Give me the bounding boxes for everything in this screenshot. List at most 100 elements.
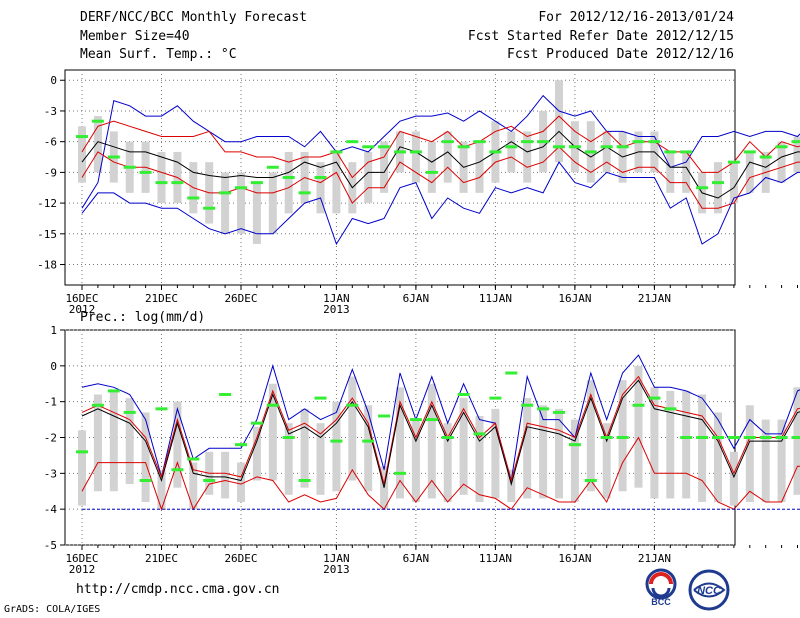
precip-ensemble-box <box>348 376 357 481</box>
temp-median-mark <box>568 145 581 149</box>
temp-ensemble-box <box>729 162 738 204</box>
precip-median-mark <box>91 403 104 407</box>
precip-x-tick-label: 6JAN <box>403 552 430 565</box>
precip-median-mark <box>680 436 693 439</box>
temp-y-tick-label: -9 <box>44 166 57 179</box>
precip-median-mark <box>457 393 470 396</box>
precip-ensemble-box <box>555 408 563 499</box>
temp-x-tick-label: 21JAN <box>638 292 671 305</box>
precip-median-mark <box>171 468 184 472</box>
temp-ensemble-box <box>252 182 261 245</box>
precip-ensemble-box <box>570 419 579 502</box>
precip-median-mark <box>250 421 263 425</box>
temp-median-mark <box>505 145 518 149</box>
temp-median-mark <box>123 165 136 169</box>
temp-median-mark <box>791 140 800 144</box>
precip-ensemble-box <box>634 365 643 488</box>
precip-median-mark <box>187 457 200 461</box>
precip-median-mark <box>759 436 772 439</box>
temp-ensemble-box <box>666 151 675 193</box>
temp-median-mark <box>457 145 470 149</box>
precip-series-upper <box>81 375 800 485</box>
precip-median-mark <box>298 479 311 482</box>
precip-median-mark <box>489 396 502 400</box>
precip-ensemble-box <box>761 419 770 502</box>
temp-median-mark <box>107 155 120 159</box>
temp-median-mark <box>155 181 168 185</box>
precip-ensemble-box <box>793 387 800 495</box>
temp-median-mark <box>743 150 756 154</box>
temp-series-mean <box>81 130 800 199</box>
precip-median-mark <box>712 436 724 439</box>
precip-median-mark <box>330 439 343 443</box>
temp-ensemble-box <box>316 162 325 214</box>
precip-median-mark <box>521 403 534 407</box>
temp-median-mark <box>441 140 454 144</box>
temp-median-mark <box>759 155 772 159</box>
temp-median-mark <box>600 145 613 149</box>
precip-ensemble-box <box>300 408 309 488</box>
temp-ensemble-box <box>157 151 166 204</box>
precip-series-max <box>81 354 800 481</box>
precip-median-mark <box>553 410 565 414</box>
temp-x-tick-label: 16DEC <box>65 292 98 305</box>
temp-median-mark <box>203 206 216 210</box>
precip-median-mark <box>775 436 788 439</box>
temp-median-mark <box>266 165 279 169</box>
precip-median-mark <box>219 393 232 396</box>
temp-ensemble-box <box>411 131 420 183</box>
precip-median-mark <box>314 396 327 400</box>
precip-x-tick-label: 21JAN <box>638 552 671 565</box>
temp-ensemble-box <box>745 151 754 193</box>
precip-ensemble-box <box>745 405 754 502</box>
temp-y-tick-label: 0 <box>50 74 57 87</box>
precip-ensemble-box <box>427 383 436 499</box>
precip-median-mark <box>394 471 406 475</box>
temp-median-mark <box>409 150 422 154</box>
temp-ensemble-box <box>443 131 452 183</box>
temp-median-mark <box>250 181 263 185</box>
temp-median-mark <box>680 150 693 154</box>
temp-y-tick-label: -15 <box>37 228 57 241</box>
temp-ensemble-box <box>364 151 373 204</box>
temp-y-tick-label: -18 <box>37 259 57 272</box>
precip-x-tick-label: 11JAN <box>479 552 512 565</box>
precip-median-mark <box>362 439 375 443</box>
temp-x-tick-label: 1JAN <box>323 292 350 305</box>
footer-url: http://cmdp.ncc.cma.gov.cn <box>76 582 280 597</box>
temp-ensemble-box <box>284 151 293 214</box>
temp-median-mark <box>521 140 534 144</box>
temp-x-tick-label: 6JAN <box>403 292 430 305</box>
temp-median-mark <box>727 160 740 164</box>
precip-ensemble-box <box>125 398 134 485</box>
precip-ensemble-box <box>475 416 484 502</box>
precip-y-tick-label: -1 <box>44 396 57 409</box>
precip-ensemble-box <box>332 401 341 492</box>
member-size-label: Member Size=40 <box>80 29 190 44</box>
precip-ensemble-box <box>682 390 691 499</box>
bcc-logo: BCC <box>645 568 677 607</box>
precip-median-mark <box>123 410 136 414</box>
precip-median-mark <box>727 436 740 439</box>
precip-median-mark <box>441 436 454 439</box>
precip-median-mark <box>632 403 645 407</box>
precip-ensemble-box <box>443 423 452 502</box>
temp-median-mark <box>632 140 645 144</box>
precip-median-mark <box>425 418 438 422</box>
grads-credit: GrADS: COLA/IGES <box>4 604 101 615</box>
temp-median-mark <box>314 176 327 179</box>
temp-ensemble-box <box>714 162 722 214</box>
temp-median-mark <box>171 181 184 185</box>
precip-median-mark <box>346 403 359 407</box>
temp-median-mark <box>282 176 295 179</box>
precip-ensemble-box <box>396 387 404 499</box>
precip-median-mark <box>696 436 709 439</box>
precip-ensemble-box <box>364 405 373 492</box>
temp-median-mark <box>219 191 232 195</box>
precip-ensemble-box <box>189 462 198 510</box>
precip-median-mark <box>791 436 800 439</box>
precip-ensemble-box <box>729 451 738 506</box>
temp-x-tick-label: 16JAN <box>558 292 591 305</box>
precip-median-mark <box>505 371 518 375</box>
